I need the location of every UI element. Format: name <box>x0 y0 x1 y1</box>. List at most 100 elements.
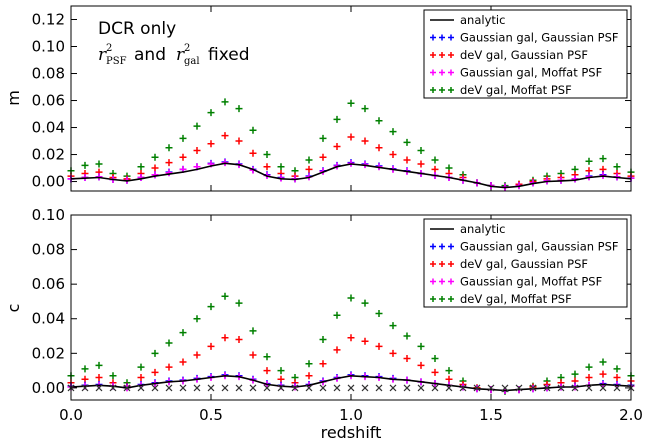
data-point-dev_moffat <box>137 163 145 171</box>
data-point-dev_gaussian <box>417 361 425 369</box>
data-point-dev_moffat <box>599 358 607 366</box>
legend-marker <box>439 52 445 58</box>
data-point-dev_gaussian <box>333 346 341 354</box>
data-point-dev_moffat <box>81 365 89 373</box>
zero-point <box>137 384 145 392</box>
zero-point <box>473 384 481 392</box>
annotation-line1: DCR only <box>98 19 176 39</box>
data-point-dev_gaussian <box>193 351 201 359</box>
data-point-dev_gaussian <box>319 360 327 368</box>
data-point-dev_gaussian <box>151 164 159 172</box>
y-tick-label: 0.04 <box>32 119 65 137</box>
data-point-dev_gaussian <box>179 153 187 161</box>
data-point-dev_moffat <box>585 363 593 371</box>
data-point-dev_moffat <box>305 156 313 164</box>
zero-point <box>291 384 299 392</box>
legend-label: analytic <box>460 222 505 236</box>
data-point-dev_gaussian <box>319 153 327 161</box>
data-point-dev_gaussian <box>165 363 173 371</box>
data-point-dev_gaussian <box>95 374 103 382</box>
c-xlabel: redshift <box>321 423 382 442</box>
data-point-dev_moffat <box>319 134 327 142</box>
data-point-dev_gaussian <box>333 142 341 150</box>
data-point-dev_gaussian <box>431 368 439 376</box>
zero-point <box>193 384 201 392</box>
data-point-dev_gaussian <box>207 342 215 350</box>
data-point-dev_gaussian <box>403 156 411 164</box>
data-point-dev_moffat <box>403 332 411 340</box>
legend-marker <box>430 69 436 76</box>
legend-label: deV gal, Gaussian PSF <box>460 48 588 62</box>
zero-point <box>557 384 565 392</box>
data-point-gaussian_moffat <box>571 175 579 183</box>
legend-marker <box>448 69 454 76</box>
data-point-dev_moffat <box>389 128 397 136</box>
data-point-dev_gaussian <box>417 160 425 168</box>
data-point-dev_moffat <box>249 327 257 335</box>
data-point-dev_gaussian <box>249 149 257 157</box>
zero-point <box>459 384 467 392</box>
data-point-dev_gaussian <box>585 374 593 382</box>
data-point-dev_moffat <box>193 315 201 323</box>
y-tick-label: 0.08 <box>32 65 65 83</box>
x-tick-label: 0.0 <box>59 406 83 424</box>
data-point-dev_moffat <box>431 355 439 363</box>
data-point-dev_moffat <box>137 363 145 371</box>
data-point-dev_moffat <box>599 155 607 163</box>
zero-point <box>543 384 551 392</box>
zero-point <box>599 384 607 392</box>
data-point-dev_gaussian <box>305 165 313 173</box>
annotation-r-gal: r <box>176 45 185 65</box>
c-ticks: 0.00 0.02 0.04 0.06 0.08 0.10 0.0 0.5 1.0 1.5 2.0 <box>32 206 643 424</box>
legend-marker <box>439 278 445 285</box>
data-point-dev_moffat <box>417 342 425 350</box>
x-tick-label: 2.0 <box>619 406 643 424</box>
y-tick-label: 0.00 <box>32 173 65 191</box>
m-legend: analytic Gaussian gal, Gaussian PSF deV ga… <box>423 9 628 99</box>
zero-point <box>571 384 579 392</box>
zero-point <box>585 384 593 392</box>
zero-point <box>95 384 103 392</box>
c-plot-frame <box>70 214 632 401</box>
data-point-dev_gaussian <box>277 375 285 383</box>
legend-marker <box>430 34 436 41</box>
zero-point <box>221 384 229 392</box>
data-point-dev_moffat <box>179 329 187 337</box>
zero-point <box>445 384 453 392</box>
annotation-r-psf: r <box>98 45 107 65</box>
data-point-dev_gaussian <box>347 334 355 342</box>
c-legend-box <box>423 218 628 308</box>
data-point-dev_moffat <box>277 367 285 375</box>
legend-label: deV gal, Gaussian PSF <box>460 257 588 271</box>
y-tick-label: 0.12 <box>32 11 65 29</box>
legend-label: analytic <box>460 13 505 27</box>
data-point-dev_moffat <box>571 370 579 378</box>
legend-marker <box>448 52 454 58</box>
data-point-dev_moffat <box>207 109 215 117</box>
data-point-dev_moffat <box>151 349 159 357</box>
zero-point <box>277 384 285 392</box>
legend-marker <box>430 52 436 58</box>
y-tick-label: 0.04 <box>32 310 65 328</box>
data-point-gaussian_moffat <box>165 169 173 177</box>
m-panel: 0.00 0.02 0.04 0.06 0.08 0.10 0.12 m DCR only … <box>4 5 635 192</box>
annotation-r-psf-sub: PSF <box>106 56 127 67</box>
x-tick-label: 0.5 <box>199 406 223 424</box>
data-point-dev_moffat <box>613 163 621 171</box>
zero-point <box>263 384 271 392</box>
zero-point <box>403 384 411 392</box>
data-point-dev_moffat <box>389 322 397 330</box>
data-point-dev_gaussian <box>375 342 383 350</box>
zero-point <box>613 384 621 392</box>
data-point-dev_gaussian <box>193 146 201 154</box>
data-point-dev_gaussian <box>207 140 215 148</box>
data-point-dev_gaussian <box>389 349 397 357</box>
data-point-dev_moffat <box>109 372 117 380</box>
zero-point <box>487 384 495 392</box>
data-point-dev_moffat <box>263 151 271 159</box>
data-point-dev_moffat <box>361 105 369 113</box>
data-point-dev_gaussian <box>613 374 621 382</box>
data-point-dev_gaussian <box>347 133 355 141</box>
data-point-dev_gaussian <box>263 163 271 171</box>
data-point-dev_moffat <box>613 365 621 373</box>
